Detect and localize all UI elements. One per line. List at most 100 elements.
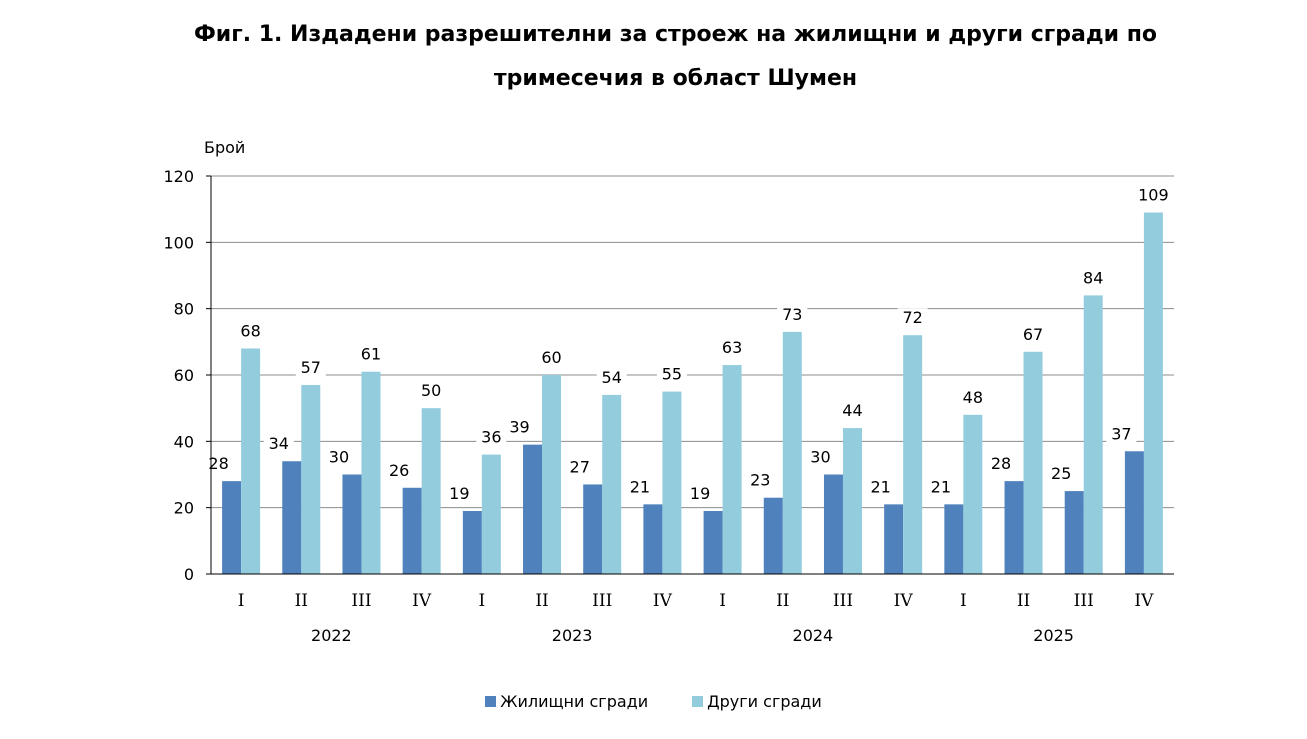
legend: Жилищни сгради Други сгради — [0, 692, 1307, 711]
bar-residential — [884, 504, 904, 574]
x-tick-label: I — [960, 591, 967, 611]
bar-other — [1083, 295, 1103, 574]
data-label-bg — [1138, 185, 1169, 206]
x-group-label: 2022 — [311, 626, 352, 645]
data-label: 109 — [1138, 185, 1169, 204]
data-label: 68 — [240, 321, 260, 340]
bar-other — [421, 408, 441, 574]
bar-other — [842, 428, 862, 574]
data-label: 44 — [842, 401, 862, 420]
x-tick-label: IV — [1134, 591, 1154, 611]
data-label: 19 — [690, 484, 710, 503]
y-tick-label: 60 — [174, 366, 194, 385]
data-label: 25 — [1051, 464, 1071, 483]
data-label-bg — [745, 470, 776, 491]
data-label: 73 — [782, 305, 802, 324]
legend-swatch-series-1 — [485, 696, 497, 707]
x-tick-label: II — [535, 591, 548, 611]
y-tick-label: 0 — [184, 565, 194, 584]
bar-residential — [703, 510, 723, 574]
x-tick-label: II — [776, 591, 789, 611]
bar-residential — [763, 497, 783, 574]
data-label: 26 — [389, 461, 409, 480]
bar-other — [602, 394, 622, 574]
data-label-bg — [476, 427, 507, 448]
data-label-bg — [235, 321, 266, 342]
data-label-bg — [295, 357, 326, 378]
x-tick-label: I — [478, 591, 485, 611]
x-tick-label: IV — [653, 591, 673, 611]
data-label-bg — [596, 367, 627, 388]
bar-residential — [1124, 451, 1144, 574]
data-label-bg — [717, 338, 748, 359]
bar-other — [903, 335, 923, 574]
data-label-bg — [384, 460, 415, 481]
bar-residential — [944, 504, 964, 574]
data-label: 28 — [208, 454, 228, 473]
chart-title-line-2: тримесечия в област Шумен — [493, 66, 858, 91]
bar-other — [1023, 351, 1043, 574]
data-label: 34 — [269, 434, 289, 453]
data-label: 37 — [1111, 424, 1131, 443]
x-tick-label: II — [1017, 591, 1030, 611]
x-group-label: 2024 — [793, 626, 834, 645]
bar-other — [542, 375, 562, 574]
data-label-bg — [656, 364, 687, 385]
x-tick-label: III — [833, 591, 853, 611]
x-tick-label: IV — [412, 591, 432, 611]
bar-other — [301, 384, 321, 574]
data-label-bg — [263, 434, 294, 455]
legend-item-series-1: Жилищни сгради — [485, 692, 648, 711]
data-label: 72 — [902, 308, 922, 327]
data-label-bg — [837, 401, 868, 422]
data-label: 19 — [449, 484, 469, 503]
data-label-bg — [536, 348, 567, 368]
bar-other — [1143, 212, 1163, 574]
chart-title-line-1: Фиг. 1. Издадени разрешителни за строеж … — [193, 22, 1158, 47]
y-tick-label: 20 — [174, 499, 194, 518]
data-label: 57 — [301, 358, 321, 377]
bar-residential — [402, 487, 422, 574]
x-tick-label: III — [1074, 591, 1094, 611]
data-label-bg — [416, 381, 447, 402]
data-label-bg — [805, 447, 836, 468]
bar-residential — [1004, 481, 1024, 574]
x-tick-label: IV — [894, 591, 914, 611]
x-tick-label: III — [351, 591, 371, 611]
data-label: 63 — [722, 338, 742, 357]
data-label-bg — [323, 447, 354, 468]
data-label-bg — [624, 477, 655, 498]
data-label: 30 — [810, 448, 830, 467]
bar-other — [963, 414, 983, 574]
data-label-bg — [925, 477, 956, 498]
bar-residential — [342, 474, 362, 574]
data-label: 36 — [481, 428, 501, 447]
data-label-bg — [986, 454, 1017, 475]
bar-residential — [523, 444, 543, 574]
data-label-bg — [1078, 268, 1109, 289]
data-label: 27 — [570, 457, 590, 476]
y-tick-label: 120 — [163, 167, 194, 186]
data-label: 21 — [630, 477, 650, 496]
data-label-bg — [564, 457, 595, 478]
data-label-bg — [355, 344, 386, 365]
data-label: 67 — [1023, 325, 1043, 344]
data-label: 54 — [602, 368, 622, 387]
data-label-bg — [444, 483, 475, 504]
bar-other — [662, 391, 682, 574]
data-label-bg — [685, 483, 716, 504]
data-label: 48 — [963, 388, 983, 407]
bar-other — [361, 371, 381, 574]
bar-residential — [823, 474, 843, 574]
bar-residential — [1064, 491, 1084, 574]
y-axis-label: Брой — [204, 138, 245, 157]
bar-residential — [643, 504, 663, 574]
bar-other — [722, 365, 742, 574]
x-group-label: 2025 — [1033, 626, 1074, 645]
legend-swatch-series-2 — [692, 696, 704, 707]
bar-residential — [462, 510, 482, 574]
legend-label-series-2: Други сгради — [707, 692, 822, 711]
data-label: 84 — [1083, 268, 1103, 287]
